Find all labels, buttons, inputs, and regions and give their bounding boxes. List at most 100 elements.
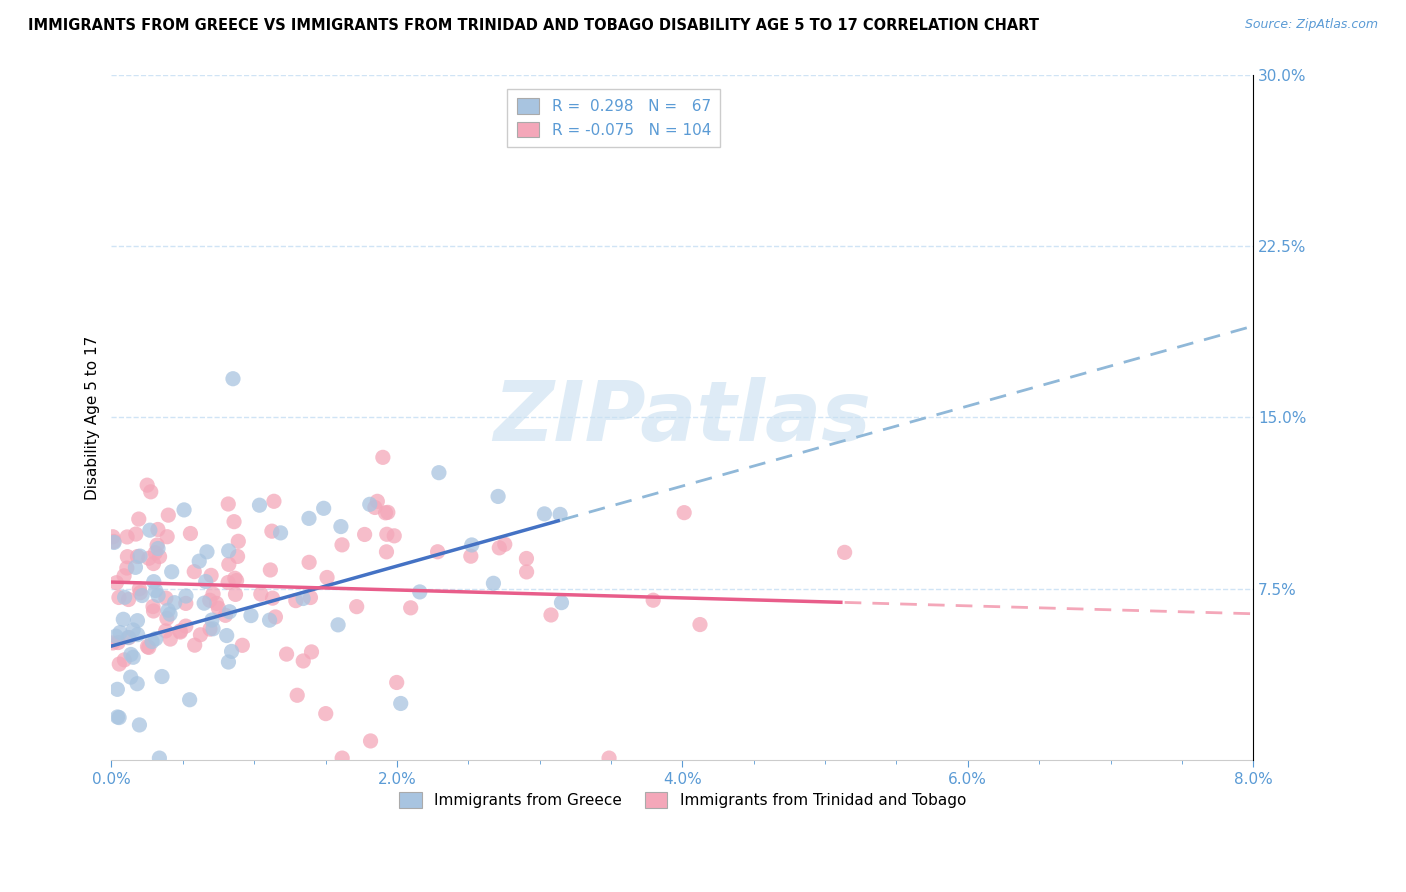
Point (115, 530, 138, 544)
Text: Source: ZipAtlas.com: Source: ZipAtlas.com (1244, 18, 1378, 31)
Point (299, 591, 322, 605)
Text: IMMIGRANTS FROM GREECE VS IMMIGRANTS FROM TRINIDAD AND TOBAGO DISABILITY AGE 5 T: IMMIGRANTS FROM GREECE VS IMMIGRANTS FRO… (28, 18, 1039, 33)
Point (139, 523, 162, 537)
Point (155, 591, 177, 606)
Point (142, 604, 165, 618)
Point (159, 607, 181, 622)
Point (222, 515, 245, 529)
Point (183, 638, 205, 652)
Point (200, 568, 222, 582)
Point (183, 565, 205, 579)
Point (326, 618, 349, 632)
Point (224, 587, 246, 601)
Point (117, 592, 139, 607)
Point (128, 582, 150, 596)
Point (146, 538, 169, 552)
Point (120, 648, 142, 662)
Point (118, 631, 141, 645)
Point (105, 575, 128, 590)
Point (128, 512, 150, 526)
Point (259, 613, 281, 627)
Point (222, 372, 245, 386)
Point (285, 688, 308, 702)
Point (374, 506, 396, 520)
Point (148, 549, 170, 564)
Point (301, 645, 323, 659)
Point (108, 591, 131, 605)
Point (148, 751, 170, 765)
Point (389, 697, 412, 711)
Point (174, 619, 197, 633)
Point (224, 571, 246, 585)
Point (179, 692, 201, 706)
Point (673, 506, 696, 520)
Point (533, 507, 555, 521)
Point (156, 530, 179, 544)
Point (382, 529, 405, 543)
Point (226, 549, 249, 564)
Point (163, 596, 186, 610)
Point (201, 613, 224, 627)
Point (218, 605, 240, 619)
Legend: Immigrants from Greece, Immigrants from Trinidad and Tobago: Immigrants from Greece, Immigrants from … (392, 786, 972, 814)
Point (174, 596, 197, 610)
Point (494, 537, 516, 551)
Point (117, 549, 139, 564)
Point (112, 612, 135, 626)
Point (145, 583, 167, 598)
Point (226, 534, 249, 549)
Point (131, 589, 153, 603)
Point (516, 565, 538, 579)
Point (143, 546, 166, 560)
Point (515, 551, 537, 566)
Point (371, 450, 394, 465)
Point (115, 561, 138, 575)
Point (174, 589, 197, 603)
Point (156, 611, 179, 625)
Point (105, 682, 128, 697)
Point (159, 632, 181, 646)
Point (198, 593, 221, 607)
Point (482, 576, 505, 591)
Point (540, 607, 562, 622)
Point (461, 538, 484, 552)
Point (107, 635, 129, 649)
Point (114, 591, 136, 605)
Point (101, 530, 124, 544)
Point (103, 534, 125, 549)
Point (108, 625, 131, 640)
Point (399, 600, 422, 615)
Point (276, 647, 298, 661)
Point (195, 545, 218, 559)
Point (385, 675, 408, 690)
Point (217, 575, 239, 590)
Point (103, 535, 125, 549)
Point (205, 596, 228, 610)
Point (312, 501, 335, 516)
Point (112, 569, 135, 583)
Point (169, 624, 191, 638)
Point (330, 751, 353, 765)
Point (284, 593, 307, 607)
Point (217, 497, 239, 511)
Point (426, 545, 449, 559)
Point (202, 622, 225, 636)
Point (124, 560, 146, 574)
Point (214, 608, 236, 623)
Point (239, 608, 262, 623)
Point (259, 563, 281, 577)
Point (193, 596, 215, 610)
Point (316, 570, 339, 584)
Point (225, 574, 247, 588)
Point (377, 505, 399, 519)
Point (260, 524, 283, 538)
Point (136, 640, 159, 654)
Point (127, 676, 149, 690)
Y-axis label: Disability Age 5 to 17: Disability Age 5 to 17 (86, 335, 100, 500)
Point (194, 574, 217, 589)
Point (217, 655, 239, 669)
Point (366, 494, 388, 508)
Point (112, 653, 135, 667)
Point (142, 557, 165, 571)
Point (136, 478, 159, 492)
